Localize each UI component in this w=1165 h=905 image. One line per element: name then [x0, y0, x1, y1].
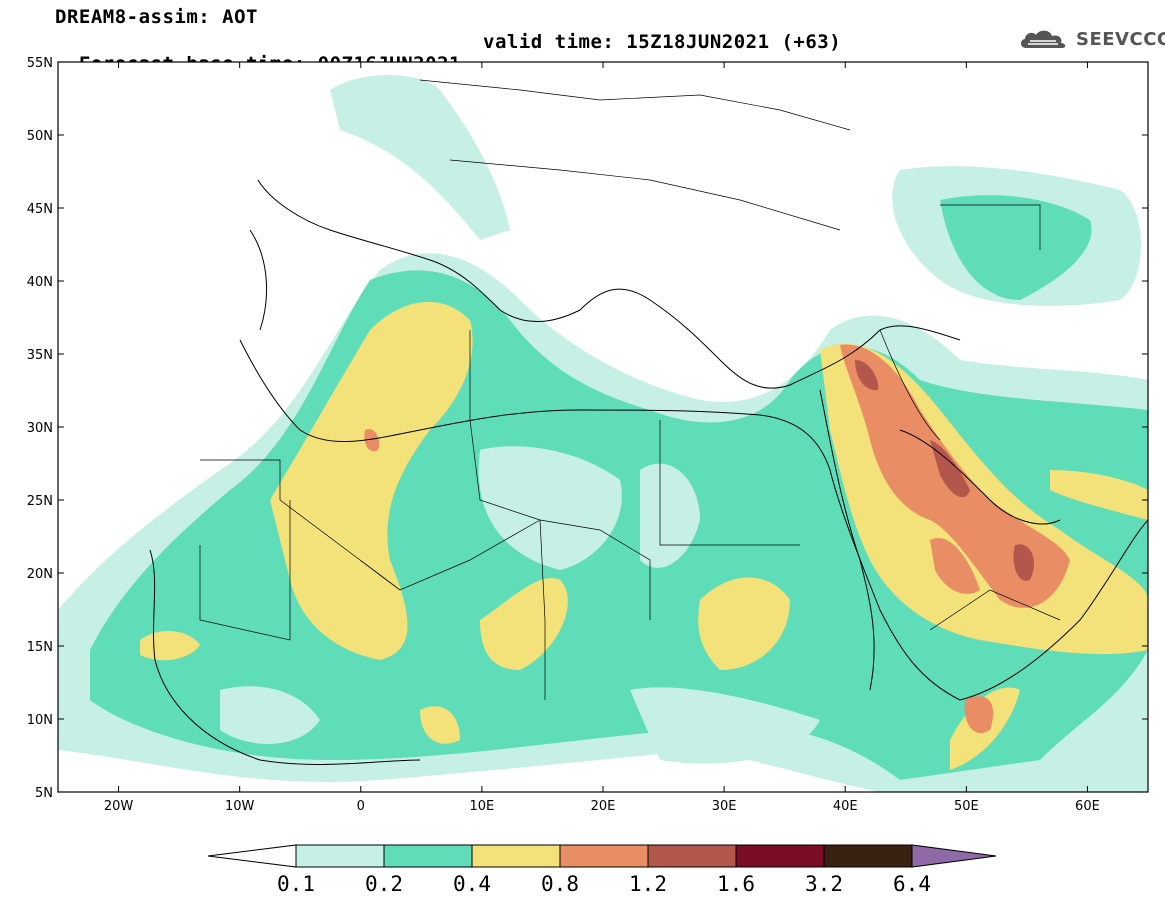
lon-label: 40E — [833, 799, 858, 814]
lat-label: 5N — [35, 786, 53, 801]
lon-label: 10E — [470, 799, 495, 814]
logo-text: SEEVCCC — [1076, 29, 1165, 50]
map-title: DREAM8-assim: AOT — [55, 6, 258, 28]
colorbar-label: 0.2 — [365, 872, 403, 896]
lon-label: 10W — [225, 799, 255, 814]
seevccc-logo: SEEVCCC — [1018, 26, 1165, 52]
lon-label: 60E — [1075, 799, 1100, 814]
colorbar — [207, 844, 997, 868]
lat-label: 55N — [27, 56, 53, 71]
colorbar-low-arrow — [207, 844, 297, 868]
lat-label: 20N — [27, 567, 53, 582]
cloud-logo-icon — [1020, 30, 1066, 48]
lat-label: 10N — [27, 713, 53, 728]
lon-label: 20W — [104, 799, 134, 814]
lon-label: 0 — [357, 799, 365, 814]
colorbar-label: 6.4 — [893, 872, 931, 896]
lat-label: 35N — [27, 348, 53, 363]
valid-time: valid time: 15Z18JUN2021 (+63) — [483, 31, 842, 53]
colorbar-label: 1.6 — [717, 872, 755, 896]
lat-label: 15N — [27, 640, 53, 655]
colorbar-high-arrow — [911, 844, 997, 868]
colorbar-segment — [295, 844, 385, 868]
lat-label: 50N — [27, 129, 53, 144]
coastlines — [149, 179, 1148, 765]
colorbar-label: 0.1 — [277, 872, 315, 896]
colorbar-segment — [383, 844, 473, 868]
colorbar-segment — [471, 844, 561, 868]
lon-label: 30E — [712, 799, 737, 814]
colorbar-label: 0.8 — [541, 872, 579, 896]
borders — [199, 79, 1061, 700]
lat-label: 25N — [27, 494, 53, 509]
lat-label: 40N — [27, 275, 53, 290]
colorbar-segment — [823, 844, 913, 868]
colorbar-label: 3.2 — [805, 872, 843, 896]
colorbar-segment — [559, 844, 649, 868]
aot-field — [58, 62, 1148, 792]
colorbar-label: 0.4 — [453, 872, 491, 896]
colorbar-segment — [647, 844, 737, 868]
colorbar-segment — [735, 844, 825, 868]
colorbar-label: 1.2 — [629, 872, 667, 896]
lon-label: 50E — [954, 799, 979, 814]
lat-label: 30N — [27, 421, 53, 436]
lat-label: 45N — [27, 202, 53, 217]
lon-label: 20E — [591, 799, 616, 814]
